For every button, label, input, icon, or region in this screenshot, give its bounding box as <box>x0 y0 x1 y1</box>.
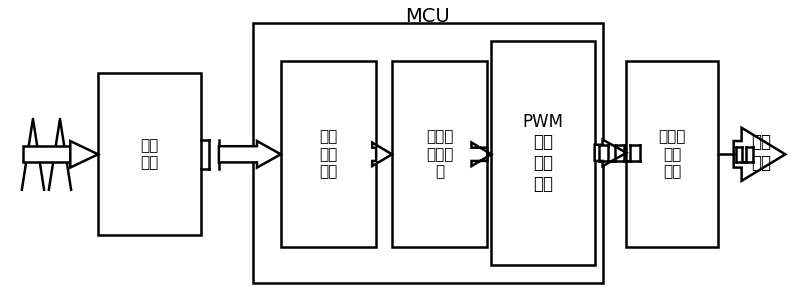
Text: 可控硅
外围
电路: 可控硅 外围 电路 <box>658 129 686 179</box>
Polygon shape <box>594 140 626 166</box>
Text: 整形
电路: 整形 电路 <box>141 138 159 171</box>
Bar <box>626 62 718 247</box>
Bar <box>98 73 202 235</box>
Polygon shape <box>734 128 786 181</box>
Polygon shape <box>372 142 392 166</box>
Text: 功率
输出: 功率 输出 <box>751 133 771 172</box>
Polygon shape <box>471 142 491 166</box>
Bar <box>491 41 594 265</box>
Text: 过零
检测
模块: 过零 检测 模块 <box>319 129 338 179</box>
Text: PWM
波形
生成
模块: PWM 波形 生成 模块 <box>522 113 563 193</box>
Bar <box>253 23 602 282</box>
Polygon shape <box>70 141 98 168</box>
Bar <box>281 62 376 247</box>
Text: MCU: MCU <box>406 7 450 26</box>
Polygon shape <box>219 141 281 168</box>
Bar <box>22 146 70 162</box>
Text: 时间点
控制模
块: 时间点 控制模 块 <box>426 129 454 179</box>
Bar <box>392 62 487 247</box>
